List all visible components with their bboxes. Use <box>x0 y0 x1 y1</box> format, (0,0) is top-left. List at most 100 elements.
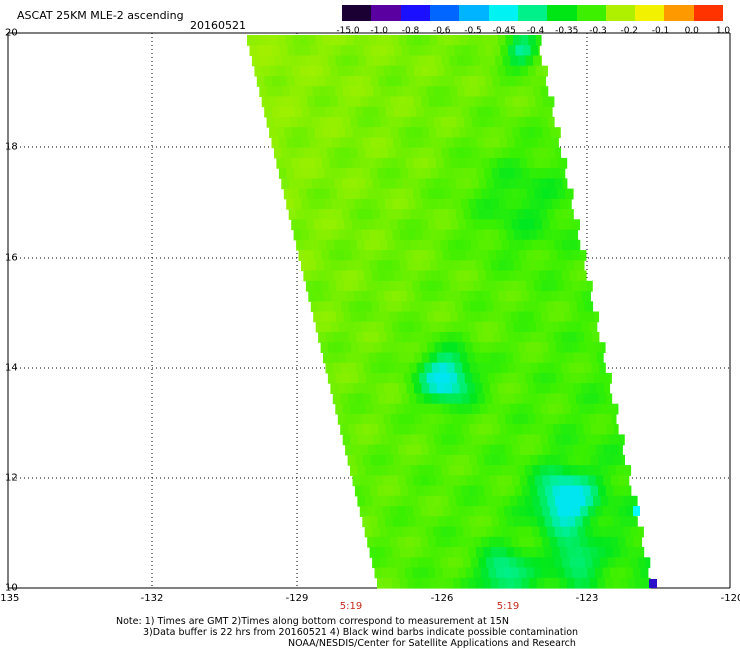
swath-cell <box>440 209 449 220</box>
swath-cell <box>363 424 372 435</box>
swath-cell <box>384 577 393 589</box>
swath-cell <box>297 55 306 67</box>
swath-cell <box>549 536 558 548</box>
swath-cell <box>549 250 558 261</box>
swath-cell <box>385 198 394 210</box>
swath-cell <box>301 137 311 149</box>
swath-cell <box>355 45 365 56</box>
swath-cell <box>358 403 367 415</box>
swath-cell <box>534 475 544 487</box>
swath-cell <box>453 168 462 179</box>
swath-cell <box>552 547 561 558</box>
swath-cell <box>600 465 609 476</box>
swath-cell <box>407 198 416 210</box>
swath-cell <box>529 547 538 558</box>
swath-cell <box>456 403 466 415</box>
swath-cell <box>412 280 421 292</box>
swath-cell <box>328 280 337 292</box>
swath-cell <box>530 332 540 343</box>
swath-cell <box>356 239 366 251</box>
swath-cell <box>578 372 587 384</box>
swath-cell <box>307 35 316 46</box>
swath-cell <box>603 506 612 517</box>
swath-cell <box>541 311 550 323</box>
swath-cell <box>368 96 377 108</box>
swath-cell <box>391 35 400 46</box>
swath-cell <box>467 352 476 364</box>
swath-cell <box>446 485 455 497</box>
swath-cell <box>544 547 553 558</box>
swath-cell <box>606 424 615 435</box>
swath-cell <box>495 280 505 292</box>
swath-cell <box>484 76 493 87</box>
swath-cell <box>341 301 350 313</box>
swath-cell <box>377 485 386 497</box>
swath-cell <box>404 311 413 323</box>
swath-cell <box>492 424 501 435</box>
swath-cell <box>593 434 602 446</box>
swath-cell <box>438 137 447 149</box>
swath-cell <box>580 506 589 517</box>
swath-cell <box>518 567 528 579</box>
swath-cell <box>326 301 335 313</box>
swath-cell <box>537 198 546 210</box>
swath-cell <box>488 280 497 292</box>
swath-cell <box>621 454 625 466</box>
swath-cell <box>522 424 531 435</box>
swath-cell <box>535 65 544 77</box>
swath-cell <box>485 45 494 56</box>
swath-cell <box>454 424 463 435</box>
swath-cell <box>481 127 491 138</box>
swath-cell <box>439 45 448 56</box>
swath-cell <box>355 454 364 466</box>
swath-cell <box>594 567 604 579</box>
swath-cell <box>578 465 587 476</box>
note-line: Note: 1) Times are GMT 2)Times along bot… <box>116 616 509 627</box>
swath-cell <box>454 45 463 56</box>
swath-cell <box>365 495 374 507</box>
swath-cell <box>421 352 430 364</box>
swath-cell <box>389 311 398 323</box>
swath-cell <box>446 393 455 405</box>
swath-cell <box>520 65 529 77</box>
swath-cell <box>640 536 643 548</box>
swath-cell <box>284 127 293 138</box>
swath-cell <box>276 157 285 169</box>
swath-cell <box>374 567 383 579</box>
swath-cell <box>500 45 509 56</box>
swath-cell <box>493 301 502 313</box>
swath-cell <box>397 567 406 579</box>
swath-cell <box>549 567 558 579</box>
swath-cell <box>269 127 278 138</box>
swath-cell <box>502 434 511 446</box>
swath-cell <box>579 311 588 323</box>
swath-cell <box>484 454 493 466</box>
swath-cell <box>529 229 538 241</box>
swath-cell <box>557 157 566 169</box>
swath-cell <box>535 96 544 108</box>
swath-cell <box>443 475 452 487</box>
swath-cell <box>538 393 547 405</box>
swath-cell <box>530 424 539 435</box>
swath-cell <box>616 434 625 446</box>
swath-cell <box>524 495 533 507</box>
swath-cell <box>399 291 408 302</box>
swath-cell <box>553 332 562 343</box>
swath-cell <box>501 270 510 282</box>
swath-cell <box>452 35 461 46</box>
swath-cell <box>520 35 529 46</box>
swath-cell <box>613 485 622 497</box>
colorbar-swatch <box>576 5 606 21</box>
swath-cell <box>329 127 339 138</box>
swath-cell <box>451 96 460 108</box>
swath-cell <box>401 45 410 56</box>
swath-cell <box>324 229 333 241</box>
swath-cell <box>551 260 560 272</box>
swath-cell <box>381 372 390 384</box>
swath-cell <box>456 178 465 190</box>
swath-cell <box>618 536 627 548</box>
swath-cell <box>550 383 559 394</box>
swath-cell <box>550 157 559 169</box>
swath-cell <box>543 352 552 364</box>
swath-cell <box>358 55 367 67</box>
